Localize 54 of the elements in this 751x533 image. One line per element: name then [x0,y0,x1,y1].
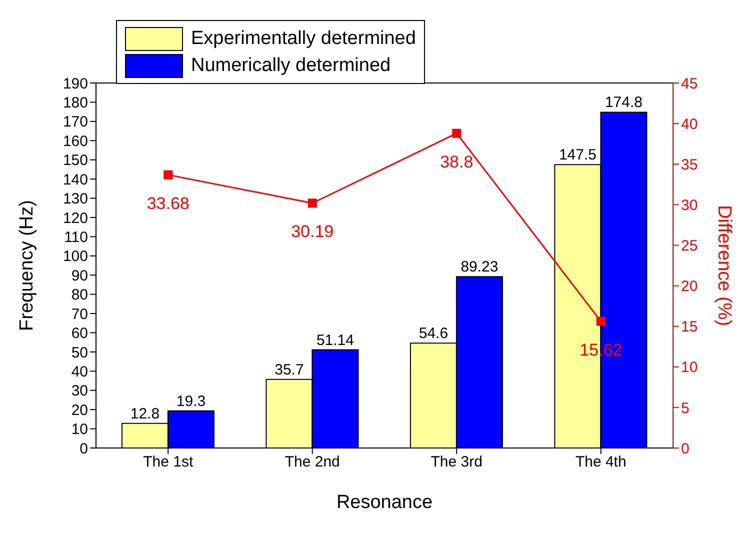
y-tick-label: 80 [71,286,88,304]
y-tick-label: 100 [62,248,88,266]
x-tick-label: The 4th [575,454,626,471]
data-label: 30.19 [291,222,334,242]
y2-tick-label: 15 [681,318,698,336]
y-tick-label: 90 [71,267,88,284]
data-label: 89.23 [460,258,498,276]
y-axis-title: Frequency (Hz) [16,200,38,331]
data-label: 147.5 [558,146,596,164]
data-label: 33.68 [146,194,190,213]
point [164,170,173,180]
x-tick-label: The 1st [143,454,194,471]
y-tick-label: 10 [71,421,88,438]
x-axis-title: Resonance [336,492,433,513]
y-tick-label: 40 [71,363,88,380]
y-tick-label: 180 [62,94,88,112]
y-tick-label: 50 [71,344,88,362]
legend-label: Numerically determined [190,54,392,78]
data-label: 35.7 [274,361,304,378]
y-tick-label: 70 [71,306,88,323]
y-tick-label: 190 [62,75,88,92]
data-label: 38.8 [440,152,474,172]
y2-tick-label: 10 [681,359,698,376]
y2-tick-label: 0 [681,440,690,458]
y-tick-label: 60 [71,325,88,342]
data-label: 51.14 [316,332,354,349]
y2-tick-label: 45 [681,75,698,92]
y2-tick-label: 20 [681,278,698,296]
y-tick-label: 130 [62,190,88,208]
point [308,198,317,208]
y2-tick-label: 40 [681,116,698,133]
point [452,128,462,138]
y-tick-label: 20 [71,402,88,419]
y2-tick-label: 5 [681,400,690,417]
data-label: 12.8 [130,405,160,422]
y-tick-label: 150 [62,152,88,170]
y-tick-label: 170 [62,114,88,131]
data-label: 54.6 [418,325,448,342]
y-tick-label: 160 [62,132,88,150]
y-tick-label: 110 [64,229,88,246]
y-tick-label: 140 [62,171,88,188]
y-tick-label: 30 [71,382,88,400]
data-label: 174.8 [604,94,642,112]
y2-tick-label: 25 [681,238,698,255]
legend-label: Experimentally determined [190,27,416,51]
y2-tick-label: 35 [681,156,698,174]
data-label: 19.3 [176,392,206,410]
x-tick-label: The 2nd [284,454,340,471]
y-tick-label: 0 [80,440,88,458]
y-tick-label: 120 [62,210,88,227]
x-tick-label: The 3rd [430,454,482,471]
y2-tick-label: 30 [681,196,698,214]
point [596,316,606,326]
y2-axis-title: Difference (%) [713,204,734,326]
